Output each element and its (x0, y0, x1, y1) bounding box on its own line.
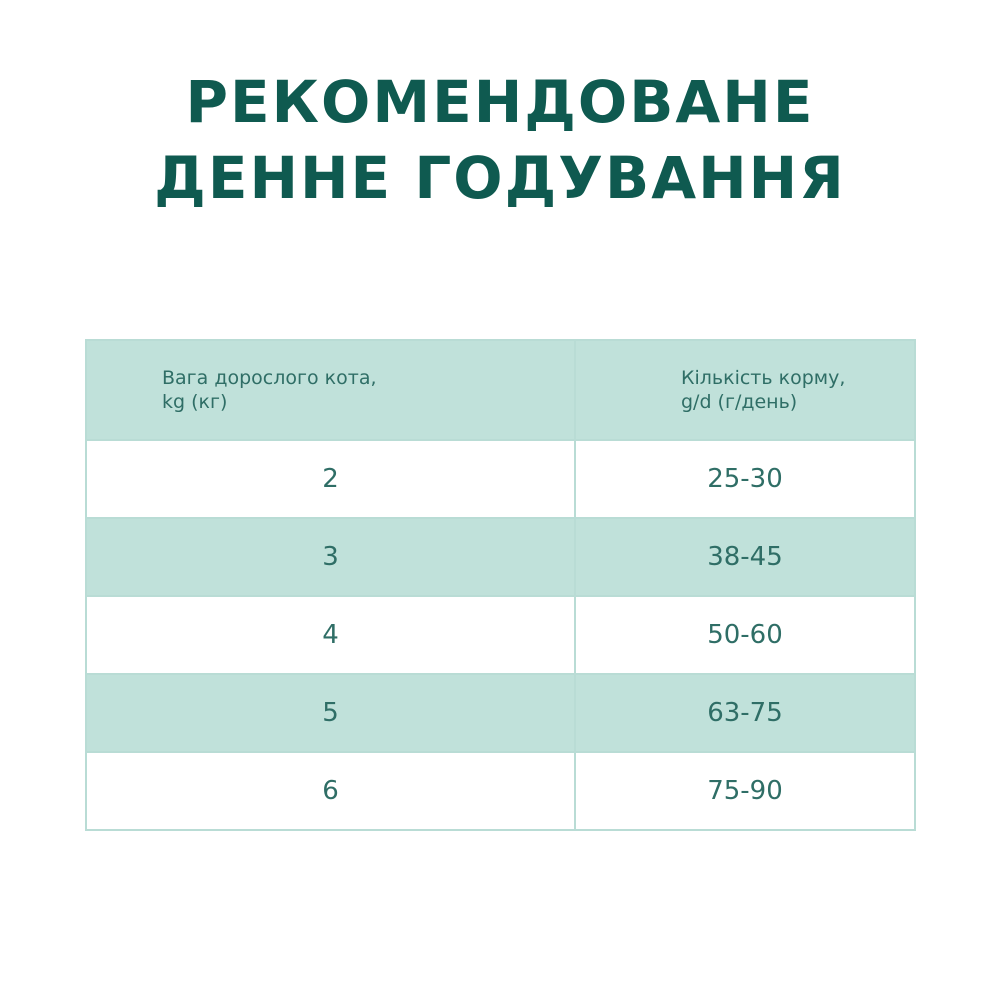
table-row: 2 25-30 (85, 439, 916, 519)
table-row: 5 63-75 (85, 673, 916, 753)
header-weight: Вага дорослого кота, kg (кг) (85, 339, 576, 441)
header-amount-line2: g/d (г/день) (681, 391, 798, 413)
header-amount: Кількість корму, g/d (г/день) (574, 339, 916, 441)
header-amount-line1: Кількість корму, (681, 367, 846, 389)
weight-cell: 3 (85, 517, 576, 597)
weight-cell: 5 (85, 673, 576, 753)
table-row: 6 75-90 (85, 751, 916, 831)
header-weight-line2: kg (кг) (162, 391, 228, 413)
table-row: 3 38-45 (85, 517, 916, 597)
amount-cell: 63-75 (574, 673, 916, 753)
weight-cell: 6 (85, 751, 576, 831)
amount-cell: 38-45 (574, 517, 916, 597)
table-row: 4 50-60 (85, 595, 916, 675)
page-title: РЕКОМЕНДОВАНЕ ДЕННЕ ГОДУВАННЯ (0, 64, 1000, 216)
amount-cell: 50-60 (574, 595, 916, 675)
title-line-2: ДЕННЕ ГОДУВАННЯ (154, 144, 846, 212)
header-weight-line1: Вага дорослого кота, (162, 367, 377, 389)
weight-cell: 2 (85, 439, 576, 519)
amount-cell: 25-30 (574, 439, 916, 519)
weight-cell: 4 (85, 595, 576, 675)
title-line-1: РЕКОМЕНДОВАНЕ (185, 68, 815, 136)
amount-cell: 75-90 (574, 751, 916, 831)
feeding-table: Вага дорослого кота, kg (кг) Кількість ко… (85, 339, 916, 831)
table-header-row: Вага дорослого кота, kg (кг) Кількість ко… (85, 339, 916, 441)
